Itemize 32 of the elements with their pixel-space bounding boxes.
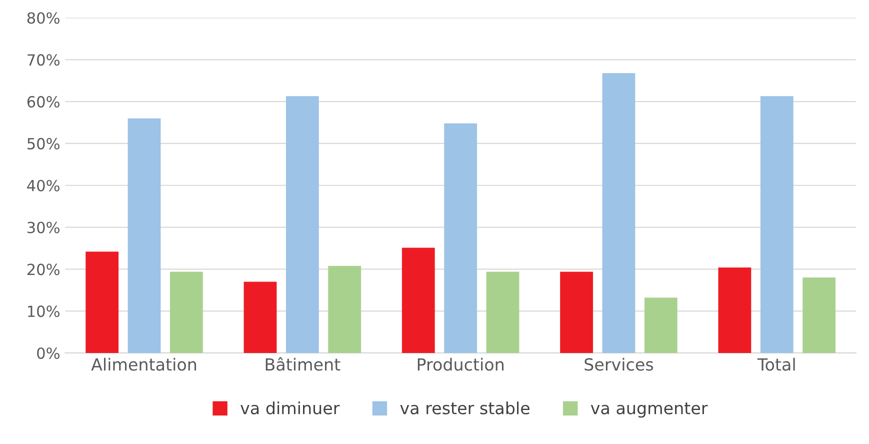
y-tick-label: 60% — [27, 96, 60, 108]
y-tick-label: 40% — [27, 180, 60, 192]
bar — [244, 282, 277, 353]
legend-label: va diminuer — [240, 402, 340, 414]
x-tick-label: Bâtiment — [266, 357, 340, 371]
bar — [602, 73, 636, 353]
bar — [86, 252, 119, 353]
bar — [170, 272, 203, 353]
y-tick-label: 20% — [27, 264, 60, 276]
y-tick-label: 0% — [37, 347, 60, 359]
bar — [760, 96, 794, 353]
bar — [128, 118, 161, 353]
x-tick-label: Production — [418, 358, 504, 371]
legend-label: va rester stable — [400, 402, 530, 414]
bar — [286, 96, 319, 353]
bar — [328, 266, 362, 353]
y-tick-label: 30% — [28, 222, 60, 234]
x-tick-label: Services — [584, 358, 654, 371]
bar — [560, 272, 593, 353]
x-tick-label: Total — [757, 358, 795, 371]
y-tick-label: 10% — [28, 306, 60, 318]
bar — [718, 268, 752, 353]
bar — [644, 298, 678, 353]
bar — [802, 278, 836, 353]
bar — [402, 248, 435, 353]
legend-label: va augmenter — [590, 402, 708, 418]
y-tick-label: 50% — [28, 138, 60, 150]
y-tick-label: 70% — [28, 54, 60, 66]
bar — [486, 272, 520, 353]
y-tick-label: 80% — [27, 12, 60, 24]
x-tick-label: Alimentation — [91, 358, 196, 371]
bar — [444, 123, 478, 353]
